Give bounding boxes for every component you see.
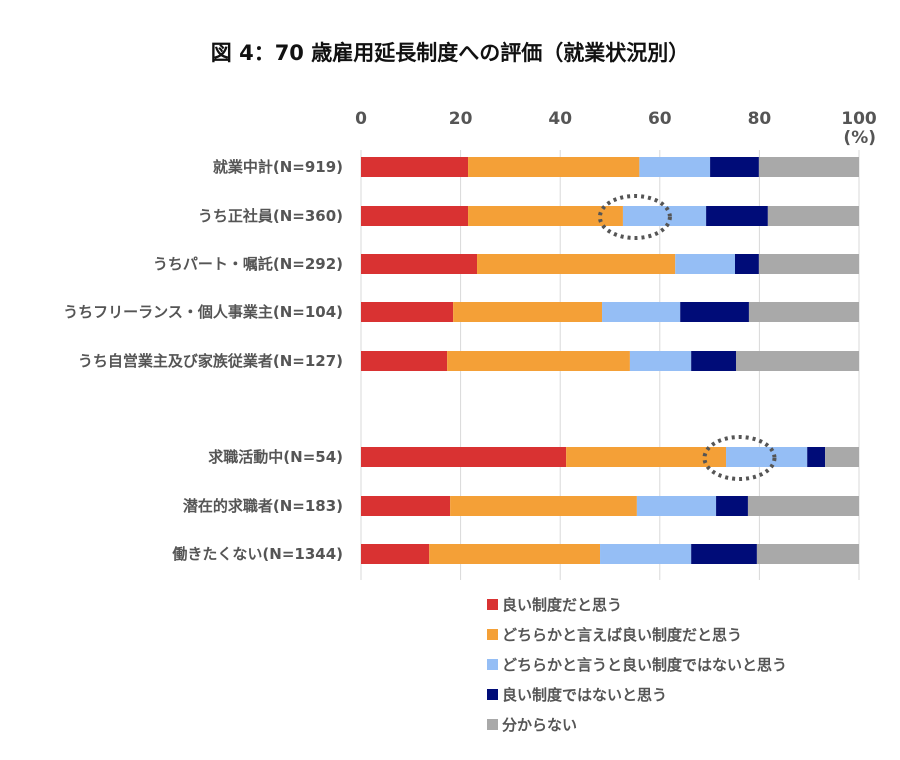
bar-segment — [675, 254, 735, 274]
bar-segment — [758, 254, 859, 274]
bar-segment — [600, 544, 692, 564]
bar-segment — [622, 206, 707, 226]
bar-segment — [361, 157, 469, 177]
bar-segment — [748, 302, 859, 322]
bar-segment — [447, 351, 630, 371]
category-label: 働きたくない(N=1344) — [171, 545, 343, 563]
legend-swatch — [487, 629, 498, 640]
bar-segment — [747, 496, 859, 516]
category-label: うちパート・嘱託(N=292) — [153, 255, 343, 273]
bar-segment — [361, 447, 567, 467]
bar-segment — [691, 351, 736, 371]
bar-segment — [566, 447, 727, 467]
bar-segment — [767, 206, 859, 226]
x-tick-label: 0 — [355, 109, 367, 129]
category-label: 就業中計(N=919) — [213, 158, 343, 176]
category-labels: 就業中計(N=919) うち正社員(N=360) うちパート・嘱託(N=292) うち… — [63, 158, 343, 563]
bar-segment — [477, 254, 676, 274]
bar-segment — [710, 157, 759, 177]
chart-title: 図 4：70 歳雇用延長制度への評価（就業状況別） — [211, 41, 689, 65]
unit-label: (%) — [843, 128, 876, 148]
bar-segment — [691, 544, 757, 564]
bar-segment — [361, 254, 478, 274]
legend-swatch — [487, 659, 498, 670]
x-tick-label: 80 — [748, 109, 772, 129]
bars — [361, 157, 859, 564]
bar-segment — [361, 496, 451, 516]
legend-label: 分からない — [502, 716, 577, 734]
legend-swatch — [487, 689, 498, 700]
legend-label: 良い制度だと思う — [502, 596, 622, 614]
bar-segment — [680, 302, 749, 322]
bar-segment — [807, 447, 826, 467]
category-label: うちフリーランス・個人事業主(N=104) — [63, 303, 343, 321]
bar-segment — [361, 302, 454, 322]
dotted-ellipse-annotation — [702, 435, 777, 481]
x-tick-label: 60 — [648, 109, 672, 129]
x-tick-label: 20 — [449, 109, 473, 129]
legend-swatch — [487, 719, 498, 730]
bar-segment — [429, 544, 601, 564]
bar-segment — [825, 447, 859, 467]
bar-segment — [734, 254, 759, 274]
bar-segment — [636, 496, 717, 516]
legend-swatch — [487, 599, 498, 610]
bar-segment — [361, 351, 448, 371]
bar-segment — [735, 351, 859, 371]
bar-segment — [639, 157, 711, 177]
x-tick-label: 40 — [548, 109, 572, 129]
category-label: 潜在的求職者(N=183) — [183, 497, 343, 515]
bar-segment — [361, 544, 430, 564]
bar-segment — [756, 544, 859, 564]
bar-segment — [453, 302, 603, 322]
bar-segment — [361, 206, 469, 226]
x-tick-label: 100 — [841, 109, 877, 129]
category-label: 求職活動中(N=54) — [208, 448, 343, 466]
bar-segment — [706, 206, 768, 226]
bar-segment — [726, 447, 808, 467]
bar-segment — [716, 496, 748, 516]
x-axis-ticks: 0 20 40 60 80 100 — [355, 109, 877, 129]
legend: 良い制度だと思うどちらかと言えば良い制度だと思うどちらかと言うと良い制度ではない… — [487, 596, 787, 734]
bar-segment — [602, 302, 681, 322]
legend-label: どちらかと言うと良い制度ではないと思う — [502, 656, 787, 674]
bar-segment — [629, 351, 692, 371]
category-label: うち正社員(N=360) — [198, 207, 343, 225]
bar-segment — [468, 157, 640, 177]
category-label: うち自営業主及び家族従業者(N=127) — [78, 352, 343, 370]
bar-segment — [450, 496, 637, 516]
legend-label: 良い制度ではないと思う — [502, 686, 667, 704]
dotted-ellipse-annotation — [597, 194, 672, 240]
bar-segment — [468, 206, 623, 226]
legend-label: どちらかと言えば良い制度だと思う — [502, 626, 742, 644]
bar-segment — [758, 157, 859, 177]
annotations — [597, 194, 777, 481]
